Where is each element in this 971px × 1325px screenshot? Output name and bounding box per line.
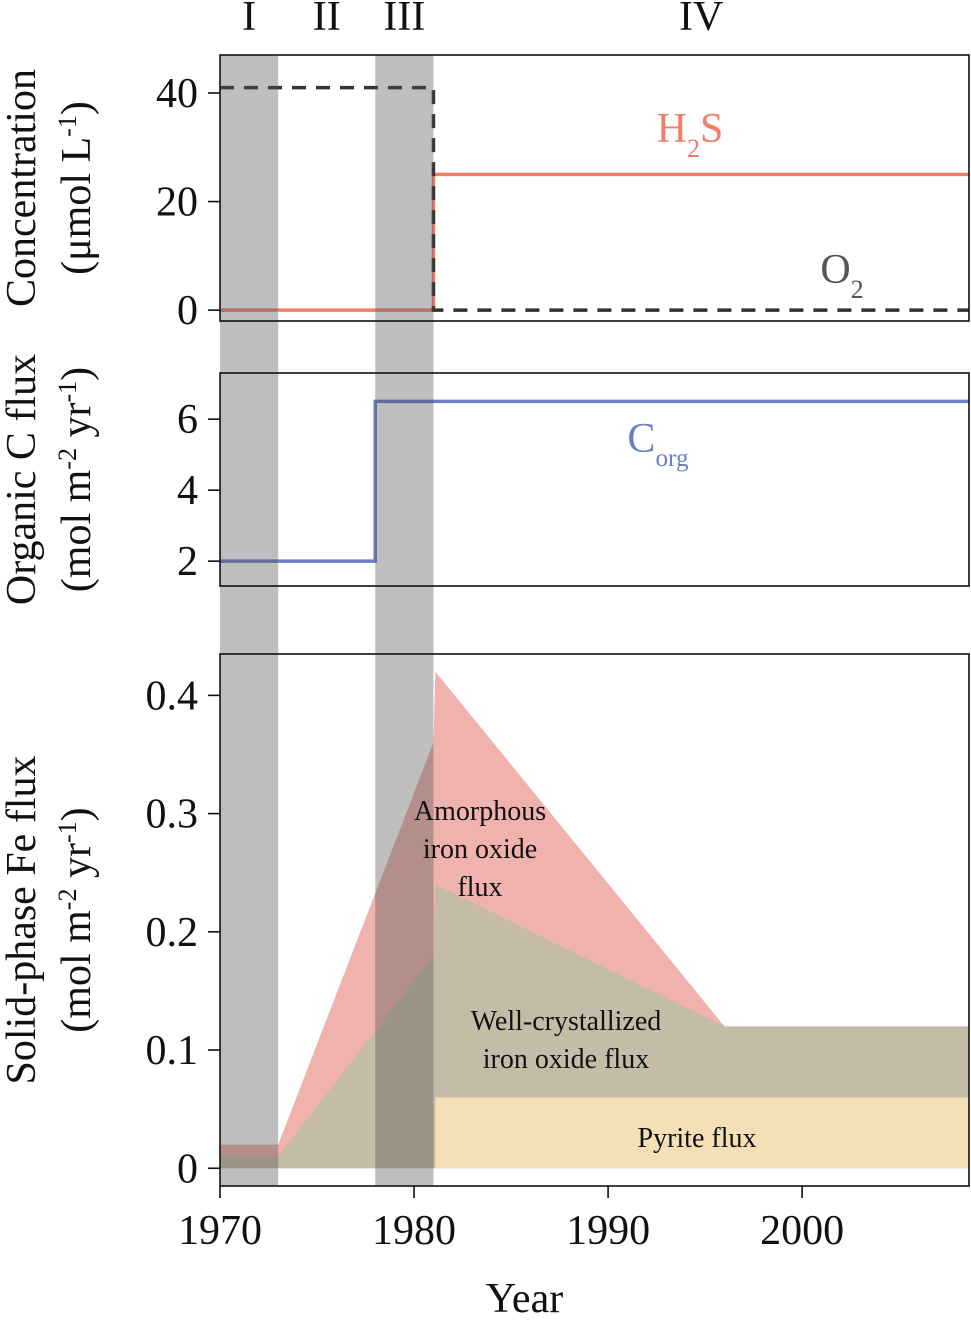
line-o2 (220, 85, 969, 312)
xlabel: Year (486, 1276, 563, 1320)
label-h2s: H2S (657, 106, 724, 163)
label-well-crystallized-1: Well-crystallized (471, 1006, 662, 1037)
ylabel-1-line2: (μmol L-1) (53, 101, 101, 275)
ylabel-2-line2: (mol m-2 yr-1) (53, 367, 101, 592)
ytick-label-2-2: 6 (177, 397, 198, 443)
panel-frame-3 (219, 653, 970, 1187)
line-corg (220, 399, 969, 563)
label-o2: O2 (820, 247, 863, 304)
xtick-label-1: 1980 (372, 1208, 456, 1254)
label-amorphous-1: Amorphous (414, 796, 546, 827)
ylabel-2-line1: Organic C flux (0, 354, 45, 605)
ytick-label-3-3: 0.3 (146, 792, 199, 838)
ytick-label-3-0: 0 (177, 1146, 198, 1192)
xtick-label-0: 1970 (178, 1208, 262, 1254)
ytick-label-1-1: 20 (156, 180, 198, 226)
xtick-label-3: 2000 (760, 1208, 844, 1254)
label-well-crystallized-2: iron oxide flux (483, 1044, 649, 1075)
ytick-label-3-1: 0.1 (146, 1028, 199, 1074)
phase-label-ii: II (313, 0, 341, 40)
ylabel-1-line1: Concentration (0, 69, 45, 307)
phase-label-iii: III (383, 0, 425, 40)
ytick-label-1-0: 0 (177, 288, 198, 334)
phase-label-iv: IV (679, 0, 723, 40)
label-corg: Corg (627, 416, 689, 472)
ytick-label-3-2: 0.2 (146, 910, 199, 956)
phase-shade-i (220, 55, 279, 1186)
ytick-label-3-4: 0.4 (146, 673, 199, 719)
ytick-label-1-2: 40 (156, 71, 198, 117)
area-pyrite (435, 1097, 970, 1169)
ytick-label-2-0: 2 (177, 539, 198, 585)
label-amorphous-2: iron oxide (423, 834, 537, 865)
ylabel-3-line1: Solid-phase Fe flux (0, 756, 45, 1085)
xtick-label-2: 1990 (566, 1208, 650, 1254)
label-amorphous-3: flux (457, 872, 502, 903)
panel-frame-1 (219, 54, 970, 322)
panel-frame-2 (219, 372, 970, 587)
phase-shade-iii (375, 55, 434, 1186)
phase-label-i: I (242, 0, 256, 40)
ylabel-3-line2: (mol m-2 yr-1) (53, 807, 101, 1032)
ytick-label-2-1: 4 (177, 468, 198, 514)
label-pyrite-1: Pyrite flux (638, 1123, 757, 1154)
